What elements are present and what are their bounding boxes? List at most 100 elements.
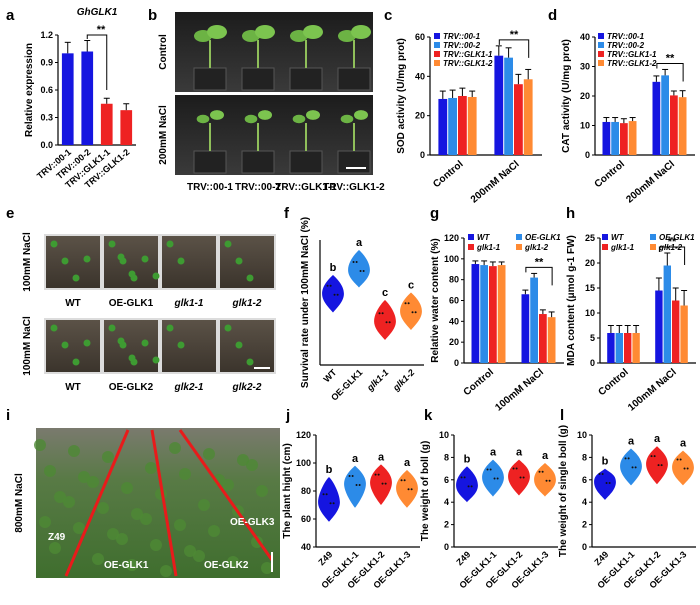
plant-clump <box>261 562 273 574</box>
bar <box>521 294 530 363</box>
leaf-shape <box>196 114 210 124</box>
data-point <box>381 312 384 315</box>
seedling-shape <box>83 339 91 347</box>
leaf-shape <box>351 25 371 39</box>
plant-clump <box>174 519 186 531</box>
legend-swatch <box>468 244 474 250</box>
plant-clump <box>49 542 61 554</box>
bar <box>523 79 533 155</box>
data-point <box>676 458 679 461</box>
photo-e-bottom-label: OE-GLK2 <box>109 382 154 393</box>
panel-label-e: e <box>6 205 14 222</box>
data-point <box>650 455 653 458</box>
x-tick-label: Control <box>593 159 627 190</box>
violin-shape <box>482 459 504 497</box>
y-tick-label: 40 <box>580 32 590 42</box>
y-axis-title: CAT activity (U/mg prot) <box>561 39 572 153</box>
bar <box>672 300 680 363</box>
bar <box>494 55 504 155</box>
y-tick-label: 0 <box>582 542 587 552</box>
seedling-shape <box>166 240 174 248</box>
violin-shape <box>370 464 392 505</box>
data-point <box>683 467 686 470</box>
photo-e-bottom-label: WT <box>65 382 81 393</box>
y-tick-label: 4 <box>444 497 449 507</box>
x-tick-label: Control <box>462 367 496 398</box>
plant-clump <box>179 468 191 480</box>
violin-shape <box>374 300 396 340</box>
y-tick-label: 8 <box>582 452 587 462</box>
plant-clump <box>237 454 249 466</box>
legend-label: glk1-2 <box>524 243 549 252</box>
legend-swatch <box>602 234 608 240</box>
data-point <box>374 473 377 476</box>
significance-bracket <box>498 39 530 58</box>
bar <box>497 265 506 363</box>
bar <box>611 121 619 155</box>
bar <box>670 95 678 155</box>
violin-shape <box>318 477 340 522</box>
x-tick-label: Z49 <box>592 549 610 567</box>
data-point <box>519 476 522 479</box>
leaf-shape <box>292 114 306 124</box>
legend-swatch <box>516 244 522 250</box>
data-point <box>385 321 388 324</box>
bar <box>539 314 547 363</box>
significance-letter: a <box>516 447 523 459</box>
significance-letter: b <box>602 456 609 468</box>
legend-label: TRV::00-1 <box>443 32 481 41</box>
data-point <box>333 293 336 296</box>
seedling-shape <box>152 272 160 280</box>
seedling-shape <box>128 270 136 278</box>
leaf-shape <box>210 110 224 120</box>
data-point <box>403 479 406 482</box>
violin-shape <box>672 450 694 486</box>
plant-clump <box>54 491 66 503</box>
violin-shape <box>620 448 642 486</box>
y-tick-label: 20 <box>449 337 459 347</box>
bar <box>448 97 457 155</box>
pot-shape <box>193 150 227 174</box>
data-point <box>496 477 499 480</box>
seedling-shape <box>72 358 80 366</box>
significance-letter: a <box>654 433 661 445</box>
photo-i-row-label: 800mM NaCl <box>14 473 25 533</box>
legend-swatch <box>598 33 604 39</box>
data-point <box>322 493 325 496</box>
y-tick-label: 10 <box>577 430 587 440</box>
significance-bracket <box>656 62 684 82</box>
violin-shape <box>456 466 478 503</box>
plant-clump <box>246 459 258 471</box>
significance-letter: a <box>378 451 385 463</box>
significance-letter: b <box>464 453 471 465</box>
legend-swatch <box>468 234 474 240</box>
panel-label-f: f <box>284 205 290 222</box>
chart-f: Survival rate under 100mM NaCl (%) bWTaOE… <box>300 217 424 403</box>
legend-label: TRV::00-2 <box>607 41 645 50</box>
seedling-shape <box>108 240 116 248</box>
bar <box>661 75 669 155</box>
y-tick-label: 40 <box>415 71 425 81</box>
data-point <box>410 488 413 491</box>
y-axis-title: The weight of single boll (g) <box>558 425 569 557</box>
data-point <box>348 475 351 477</box>
y-tick-label: 15 <box>585 283 595 293</box>
y-tick-label: 80 <box>449 275 459 285</box>
plant-clump <box>97 502 109 514</box>
data-point <box>411 311 414 314</box>
legend-swatch <box>598 42 604 48</box>
y-tick-label: 120 <box>444 233 459 243</box>
plant-clump <box>92 553 104 565</box>
photo-i-field-label: OE-GLK1 <box>104 560 149 571</box>
x-tick-label: Control <box>431 159 465 190</box>
seedling-shape <box>152 356 160 364</box>
data-point <box>467 485 470 488</box>
significance-bracket <box>658 246 686 265</box>
seedling-shape <box>141 339 149 347</box>
legend-label: TRV::00-1 <box>607 32 645 41</box>
y-tick-label: 20 <box>585 258 595 268</box>
pot-shape <box>337 150 371 174</box>
bar <box>615 333 623 363</box>
